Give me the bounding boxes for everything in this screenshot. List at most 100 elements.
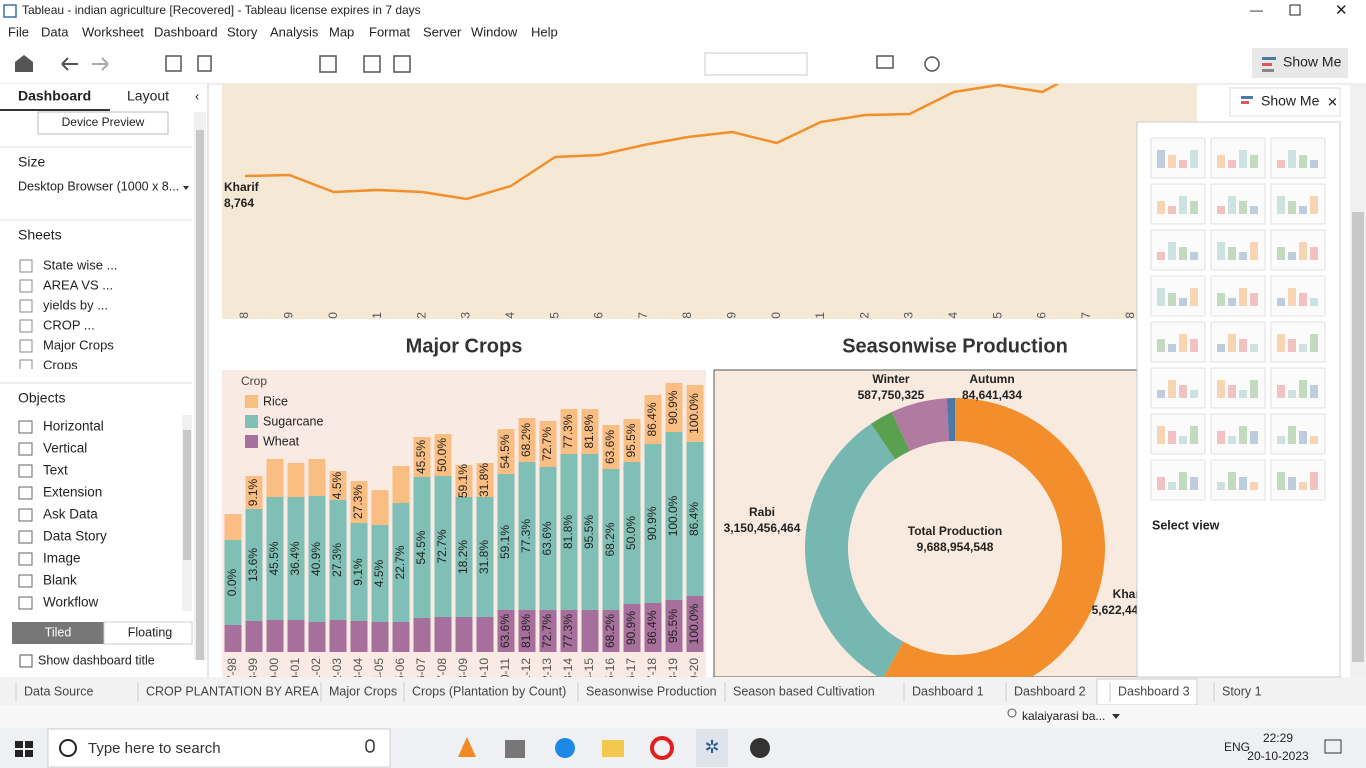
clock-date[interactable]: 20-10-2023 <box>1247 749 1309 763</box>
sheet-tab[interactable]: Dashboard 3 <box>1118 684 1190 698</box>
forward-icon[interactable] <box>92 57 109 71</box>
size-value[interactable]: Desktop Browser (1000 x 8... <box>18 179 179 193</box>
edge-icon[interactable] <box>555 738 575 758</box>
user-name[interactable]: kalaiyarasi ba... <box>1022 709 1105 723</box>
sheet-tab[interactable]: Season based Cultivation <box>733 684 875 698</box>
device-preview-label[interactable]: Device Preview <box>62 115 145 129</box>
language[interactable]: ENG <box>1224 740 1250 754</box>
sheet-item[interactable]: Crops <box>43 357 78 372</box>
object-item[interactable]: Vertical <box>43 441 87 456</box>
search-box[interactable] <box>47 728 391 768</box>
save-icon[interactable] <box>165 55 182 72</box>
chart-thumbnail[interactable] <box>1210 367 1266 409</box>
start-button[interactable] <box>15 741 33 757</box>
layout-mode[interactable]: Floating <box>128 625 173 639</box>
share-icon[interactable] <box>924 56 940 72</box>
sheet-tab[interactable]: CROP PLANTATION BY AREA <box>146 684 319 698</box>
panel-tab[interactable]: Layout <box>127 88 169 104</box>
object-item[interactable]: Text <box>43 463 68 478</box>
back-icon[interactable] <box>61 57 78 71</box>
chart-thumbnail[interactable] <box>1210 183 1266 225</box>
close-show-me[interactable]: ✕ <box>1327 94 1338 109</box>
object-item[interactable]: Extension <box>43 485 102 500</box>
presentation-icon[interactable] <box>876 55 894 69</box>
tableau-taskbar[interactable] <box>696 729 728 767</box>
sheet-tab[interactable]: Major Crops <box>329 684 397 698</box>
floating-button[interactable] <box>103 621 193 645</box>
sheet-tab[interactable]: Seasonwise Production <box>586 684 717 698</box>
show-me-label[interactable]: Show Me <box>1283 54 1342 70</box>
chart-thumbnail[interactable] <box>1270 413 1326 455</box>
object-item[interactable]: Image <box>43 551 81 566</box>
sheet-tab[interactable]: Dashboard 1 <box>912 684 984 698</box>
menu-item[interactable]: Analysis <box>270 24 319 39</box>
scroll-thumb[interactable] <box>1352 212 1364 662</box>
chart-thumbnail[interactable] <box>1150 321 1206 363</box>
mic-icon[interactable] <box>365 739 375 753</box>
dropdown-arrow[interactable] <box>1112 714 1120 719</box>
close[interactable]: ✕ <box>1335 2 1348 19</box>
chart-thumbnail[interactable] <box>1210 413 1266 455</box>
scroll-thumb[interactable] <box>196 130 204 660</box>
checkbox[interactable] <box>19 654 33 668</box>
sheet-tab[interactable]: Data Source <box>24 684 94 698</box>
menu-item[interactable]: Window <box>471 24 518 39</box>
menu-item[interactable]: Worksheet <box>82 24 144 39</box>
chart-thumbnail[interactable] <box>1270 183 1326 225</box>
chart-thumbnail[interactable] <box>1210 275 1266 317</box>
chart-thumbnail[interactable] <box>1210 229 1266 271</box>
chart-thumbnail[interactable] <box>1210 137 1266 179</box>
sheet-item[interactable]: AREA VS ... <box>43 277 113 292</box>
fit-dropdown[interactable] <box>704 52 808 76</box>
minimize[interactable]: — <box>1250 2 1263 17</box>
sheet-item[interactable]: State wise ... <box>43 257 117 272</box>
chart-thumbnail[interactable] <box>1150 413 1206 455</box>
dropdown-arrow[interactable] <box>183 186 189 190</box>
new-sheet-icon[interactable] <box>319 55 337 73</box>
chart-thumbnail[interactable] <box>1270 321 1326 363</box>
sheet-item[interactable]: yields by ... <box>43 297 108 312</box>
menu-item[interactable]: Data <box>41 24 69 39</box>
sheet-tab[interactable]: Crops (Plantation by Count) <box>412 684 566 698</box>
menu-item[interactable]: Format <box>369 24 411 39</box>
chart-thumbnail[interactable] <box>1270 229 1326 271</box>
menu-item[interactable]: Story <box>227 24 258 39</box>
chart-thumbnail[interactable] <box>1270 367 1326 409</box>
restore[interactable] <box>1289 4 1301 16</box>
panel-tab[interactable]: Dashboard <box>18 88 91 104</box>
clock-time[interactable]: 22:29 <box>1263 731 1293 745</box>
chart-thumbnail[interactable] <box>1210 321 1266 363</box>
tiled-button[interactable] <box>12 622 104 644</box>
show-title-label[interactable]: Show dashboard title <box>38 653 155 667</box>
clear-icon[interactable] <box>393 55 411 73</box>
opera-icon[interactable] <box>650 736 674 760</box>
search-placeholder[interactable]: Type here to search <box>88 740 221 757</box>
notifications[interactable] <box>1324 739 1342 754</box>
sheet-item[interactable]: Major Crops <box>43 337 114 352</box>
chart-thumbnail[interactable] <box>1150 275 1206 317</box>
menu-item[interactable]: File <box>8 24 29 39</box>
chart-thumbnail[interactable] <box>1150 183 1206 225</box>
chart-thumbnail[interactable] <box>1270 459 1326 501</box>
object-item[interactable]: Workflow <box>43 595 99 610</box>
sheet-tab[interactable]: Dashboard 2 <box>1014 684 1086 698</box>
menu-item[interactable]: Dashboard <box>154 24 218 39</box>
chart-thumbnail[interactable] <box>1150 367 1206 409</box>
chart-thumbnail[interactable] <box>1150 459 1206 501</box>
menu-item[interactable]: Help <box>531 24 558 39</box>
show-me-tab-title[interactable]: Show Me <box>1261 93 1320 109</box>
explorer-icon[interactable] <box>602 740 624 757</box>
datasource-icon[interactable] <box>197 55 212 72</box>
chart-thumbnail[interactable] <box>1210 459 1266 501</box>
tableau-icon[interactable]: ✲ <box>704 737 719 757</box>
layout-mode[interactable]: Tiled <box>45 625 72 639</box>
chart-thumbnail[interactable] <box>1270 137 1326 179</box>
duplicate-icon[interactable] <box>363 55 381 73</box>
vlc-icon[interactable] <box>458 737 476 757</box>
menu-item[interactable]: Map <box>329 24 354 39</box>
chart-thumbnail[interactable] <box>1150 137 1206 179</box>
menu-item[interactable]: Server <box>423 24 462 39</box>
collapse[interactable]: ‹ <box>195 88 199 103</box>
object-item[interactable]: Ask Data <box>43 507 98 522</box>
scroll-thumb[interactable] <box>183 430 191 560</box>
